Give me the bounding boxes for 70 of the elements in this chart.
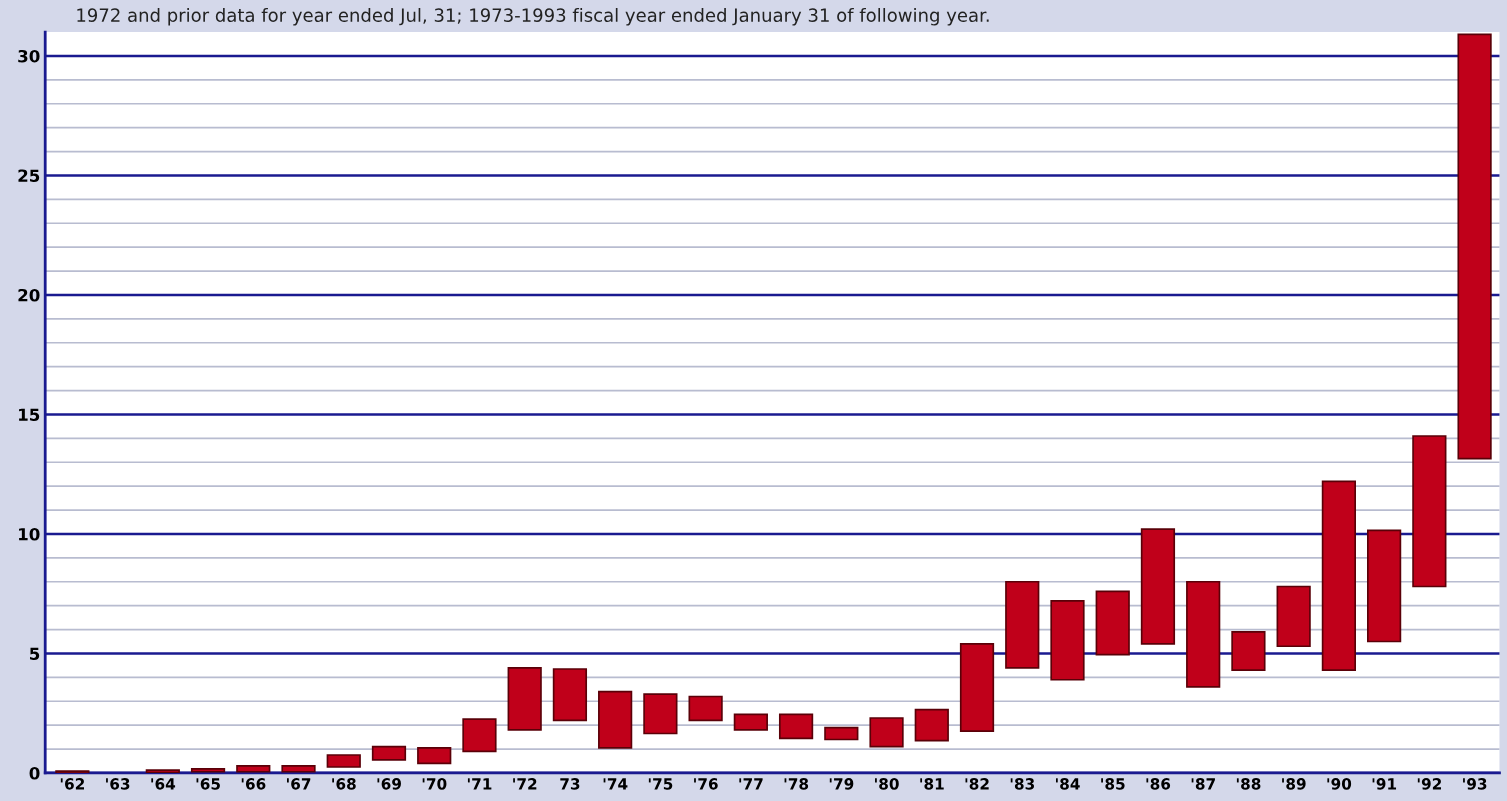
x-tick-label: '62 bbox=[60, 778, 84, 790]
x-tick-label: '68 bbox=[332, 778, 356, 790]
bar bbox=[326, 754, 361, 768]
x-tick-label: '76 bbox=[694, 778, 718, 790]
bar bbox=[1005, 580, 1040, 669]
bar bbox=[1412, 435, 1447, 588]
bar bbox=[914, 708, 949, 742]
bar bbox=[959, 643, 995, 732]
x-tick-label: '81 bbox=[920, 778, 944, 790]
bar bbox=[1050, 600, 1085, 681]
text: 1972 and prior data for year ended Jul, 31; 1973-1993 fiscal year ended January 31 of following year. bbox=[77, 8, 989, 26]
x-tick-label: '77 bbox=[739, 778, 763, 790]
bar bbox=[1367, 529, 1402, 643]
x-tick-label: '87 bbox=[1191, 778, 1215, 790]
x-tick-label: '63 bbox=[106, 778, 130, 790]
x-tick-label: '88 bbox=[1236, 778, 1261, 790]
x-tick-label: '64 bbox=[151, 778, 176, 790]
x-tick-label: 73 bbox=[560, 778, 580, 790]
x-tick-label: '69 bbox=[377, 778, 401, 790]
bar bbox=[145, 769, 180, 773]
bar bbox=[507, 666, 542, 731]
x-tick-label: '66 bbox=[241, 778, 266, 790]
x-tick-label: '67 bbox=[287, 778, 311, 790]
bar bbox=[688, 695, 723, 722]
bar bbox=[1186, 580, 1221, 688]
bar bbox=[824, 726, 859, 741]
y-tick-label: 0 bbox=[29, 766, 40, 780]
x-tick-label: '85 bbox=[1101, 778, 1125, 790]
x-tick-label: '72 bbox=[513, 778, 537, 790]
y-tick-label: 10 bbox=[19, 527, 40, 541]
bar bbox=[643, 693, 678, 735]
x-tick-label: '89 bbox=[1282, 778, 1306, 790]
bar bbox=[869, 717, 904, 748]
x-tick-label: '90 bbox=[1327, 778, 1352, 790]
bar bbox=[236, 764, 271, 773]
x-tick-label: '92 bbox=[1417, 778, 1441, 790]
x-tick-label: '91 bbox=[1372, 778, 1397, 790]
x-tick-label: '79 bbox=[829, 778, 854, 790]
bar bbox=[598, 690, 633, 749]
y-tick-label: 25 bbox=[18, 169, 40, 183]
bar bbox=[1095, 590, 1130, 656]
y-tick-label: 5 bbox=[30, 647, 40, 661]
x-tick-label: '70 bbox=[422, 778, 447, 790]
y-tick-label: 20 bbox=[18, 288, 40, 302]
bar bbox=[1321, 480, 1357, 672]
x-tick-label: '84 bbox=[1055, 778, 1080, 790]
x-tick-label: '86 bbox=[1146, 778, 1171, 790]
y-tick-label: 15 bbox=[19, 408, 40, 422]
x-tick-label: '74 bbox=[603, 778, 628, 790]
bar bbox=[1457, 33, 1492, 460]
x-tick-label: '65 bbox=[196, 778, 220, 790]
bar bbox=[778, 713, 814, 740]
x-tick-label: '93 bbox=[1463, 778, 1487, 790]
x-tick-label: '82 bbox=[965, 778, 989, 790]
x-tick-label: '71 bbox=[467, 778, 492, 790]
bar bbox=[417, 747, 452, 765]
bar bbox=[371, 745, 407, 761]
y-tick-label: 30 bbox=[18, 49, 40, 63]
bar bbox=[552, 668, 588, 722]
x-tick-label: '78 bbox=[784, 778, 809, 790]
x-tick-label: '80 bbox=[875, 778, 899, 790]
bar bbox=[1276, 585, 1311, 648]
bar bbox=[1231, 631, 1266, 672]
bar bbox=[733, 713, 768, 731]
bar bbox=[281, 764, 316, 773]
bar bbox=[190, 768, 226, 773]
x-tick-label: '75 bbox=[648, 778, 673, 790]
x-tick-label: '83 bbox=[1010, 778, 1035, 790]
bar bbox=[462, 718, 497, 753]
bar bbox=[1140, 528, 1176, 645]
